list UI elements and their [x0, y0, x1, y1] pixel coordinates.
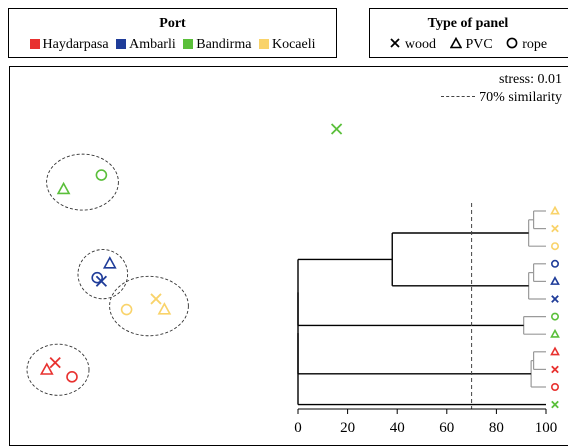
dendrogram-leaf-ambarli-pvc	[550, 276, 560, 285]
haydarpasa-swatch	[29, 39, 40, 49]
scatter-point-kocaeli-pvc	[157, 302, 172, 315]
port-legend: Port Haydarpasa Ambarli Bandirma Kocaeli	[8, 8, 337, 58]
scatter-point-haydarpasa-pvc	[39, 362, 54, 375]
similarity-dash-line	[441, 96, 476, 97]
triangle-marker-icon	[449, 37, 462, 49]
scatter-point-haydarpasa-rope	[66, 371, 78, 383]
port-legend-item-ambarli: Ambarli	[116, 37, 176, 53]
scatter-point-haydarpasa-wood	[49, 357, 61, 369]
stress-label: stress: 0.01	[499, 72, 562, 87]
scatter-point-bandirma-wood	[330, 123, 343, 135]
similarity-group-ellipse	[26, 343, 90, 396]
scatter-point-ambarli-rope	[91, 271, 103, 284]
port-legend-item-kocaeli: Kocaeli	[258, 37, 315, 53]
similarity-group-ellipse	[109, 275, 189, 337]
panel-legend-item-wood: wood	[389, 37, 436, 53]
nmds-dendrogram-plot: 0 20 40 60 80 100	[26, 123, 560, 436]
dendrogram-leaf-kocaeli-wood	[551, 224, 559, 233]
similarity-group-ellipse	[77, 249, 129, 300]
dendrogram-leaf-bandirma-wood	[551, 400, 559, 409]
port-legend-item-bandirma: Bandirma	[183, 37, 251, 53]
scatter-point-ambarli-wood	[95, 275, 108, 287]
port-legend-item-haydarpasa: Haydarpasa	[29, 37, 109, 53]
cross-marker-icon	[390, 38, 400, 48]
scatter-point-bandirma-pvc	[56, 181, 71, 195]
x-tick-label: 40	[390, 420, 405, 436]
dendrogram-leaf-haydarpasa-wood	[551, 365, 559, 374]
port-legend-items: Haydarpasa Ambarli Bandirma Kocaeli	[9, 37, 336, 53]
x-tick-label: 0	[294, 420, 302, 436]
panel-legend-item-pvc: PVC	[449, 37, 493, 53]
dendrogram-leaf-kocaeli-pvc	[550, 205, 560, 215]
scatter-point-ambarli-pvc	[102, 256, 117, 269]
ambarli-swatch	[116, 39, 127, 49]
dendrogram-leaf-bandirma-rope	[550, 312, 559, 321]
x-tick-label: 20	[340, 420, 355, 436]
similarity-label: 70% similarity	[479, 90, 562, 105]
similarity-legend: 70% similarity	[441, 90, 562, 106]
panel-legend: Type of panel wood PVC rope	[369, 8, 568, 58]
dendrogram-leaf-haydarpasa-rope	[550, 382, 559, 391]
dendrogram-leaf-ambarli-rope	[550, 259, 559, 268]
dendrogram-leaf-ambarli-wood	[551, 295, 559, 303]
dendrogram-leaf-bandirma-pvc	[550, 328, 560, 338]
panel-legend-items: wood PVC rope	[370, 37, 568, 53]
kocaeli-swatch	[258, 39, 269, 49]
dendrogram-leaf-kocaeli-rope	[550, 242, 559, 251]
x-tick-label: 80	[489, 420, 504, 436]
panel-legend-item-rope: rope	[506, 37, 547, 53]
port-legend-title: Port	[159, 16, 186, 31]
scatter-point-kocaeli-wood	[150, 293, 162, 305]
x-tick-label: 100	[535, 420, 558, 436]
x-tick-label: 60	[439, 420, 454, 436]
scatter-point-bandirma-rope	[95, 169, 108, 181]
panel-legend-title: Type of panel	[427, 16, 509, 31]
circle-marker-icon	[506, 37, 518, 49]
bandirma-swatch	[183, 39, 194, 49]
scatter-point-kocaeli-rope	[120, 303, 133, 316]
similarity-group-ellipse	[46, 153, 119, 211]
dendrogram-leaf-haydarpasa-pvc	[550, 346, 560, 356]
